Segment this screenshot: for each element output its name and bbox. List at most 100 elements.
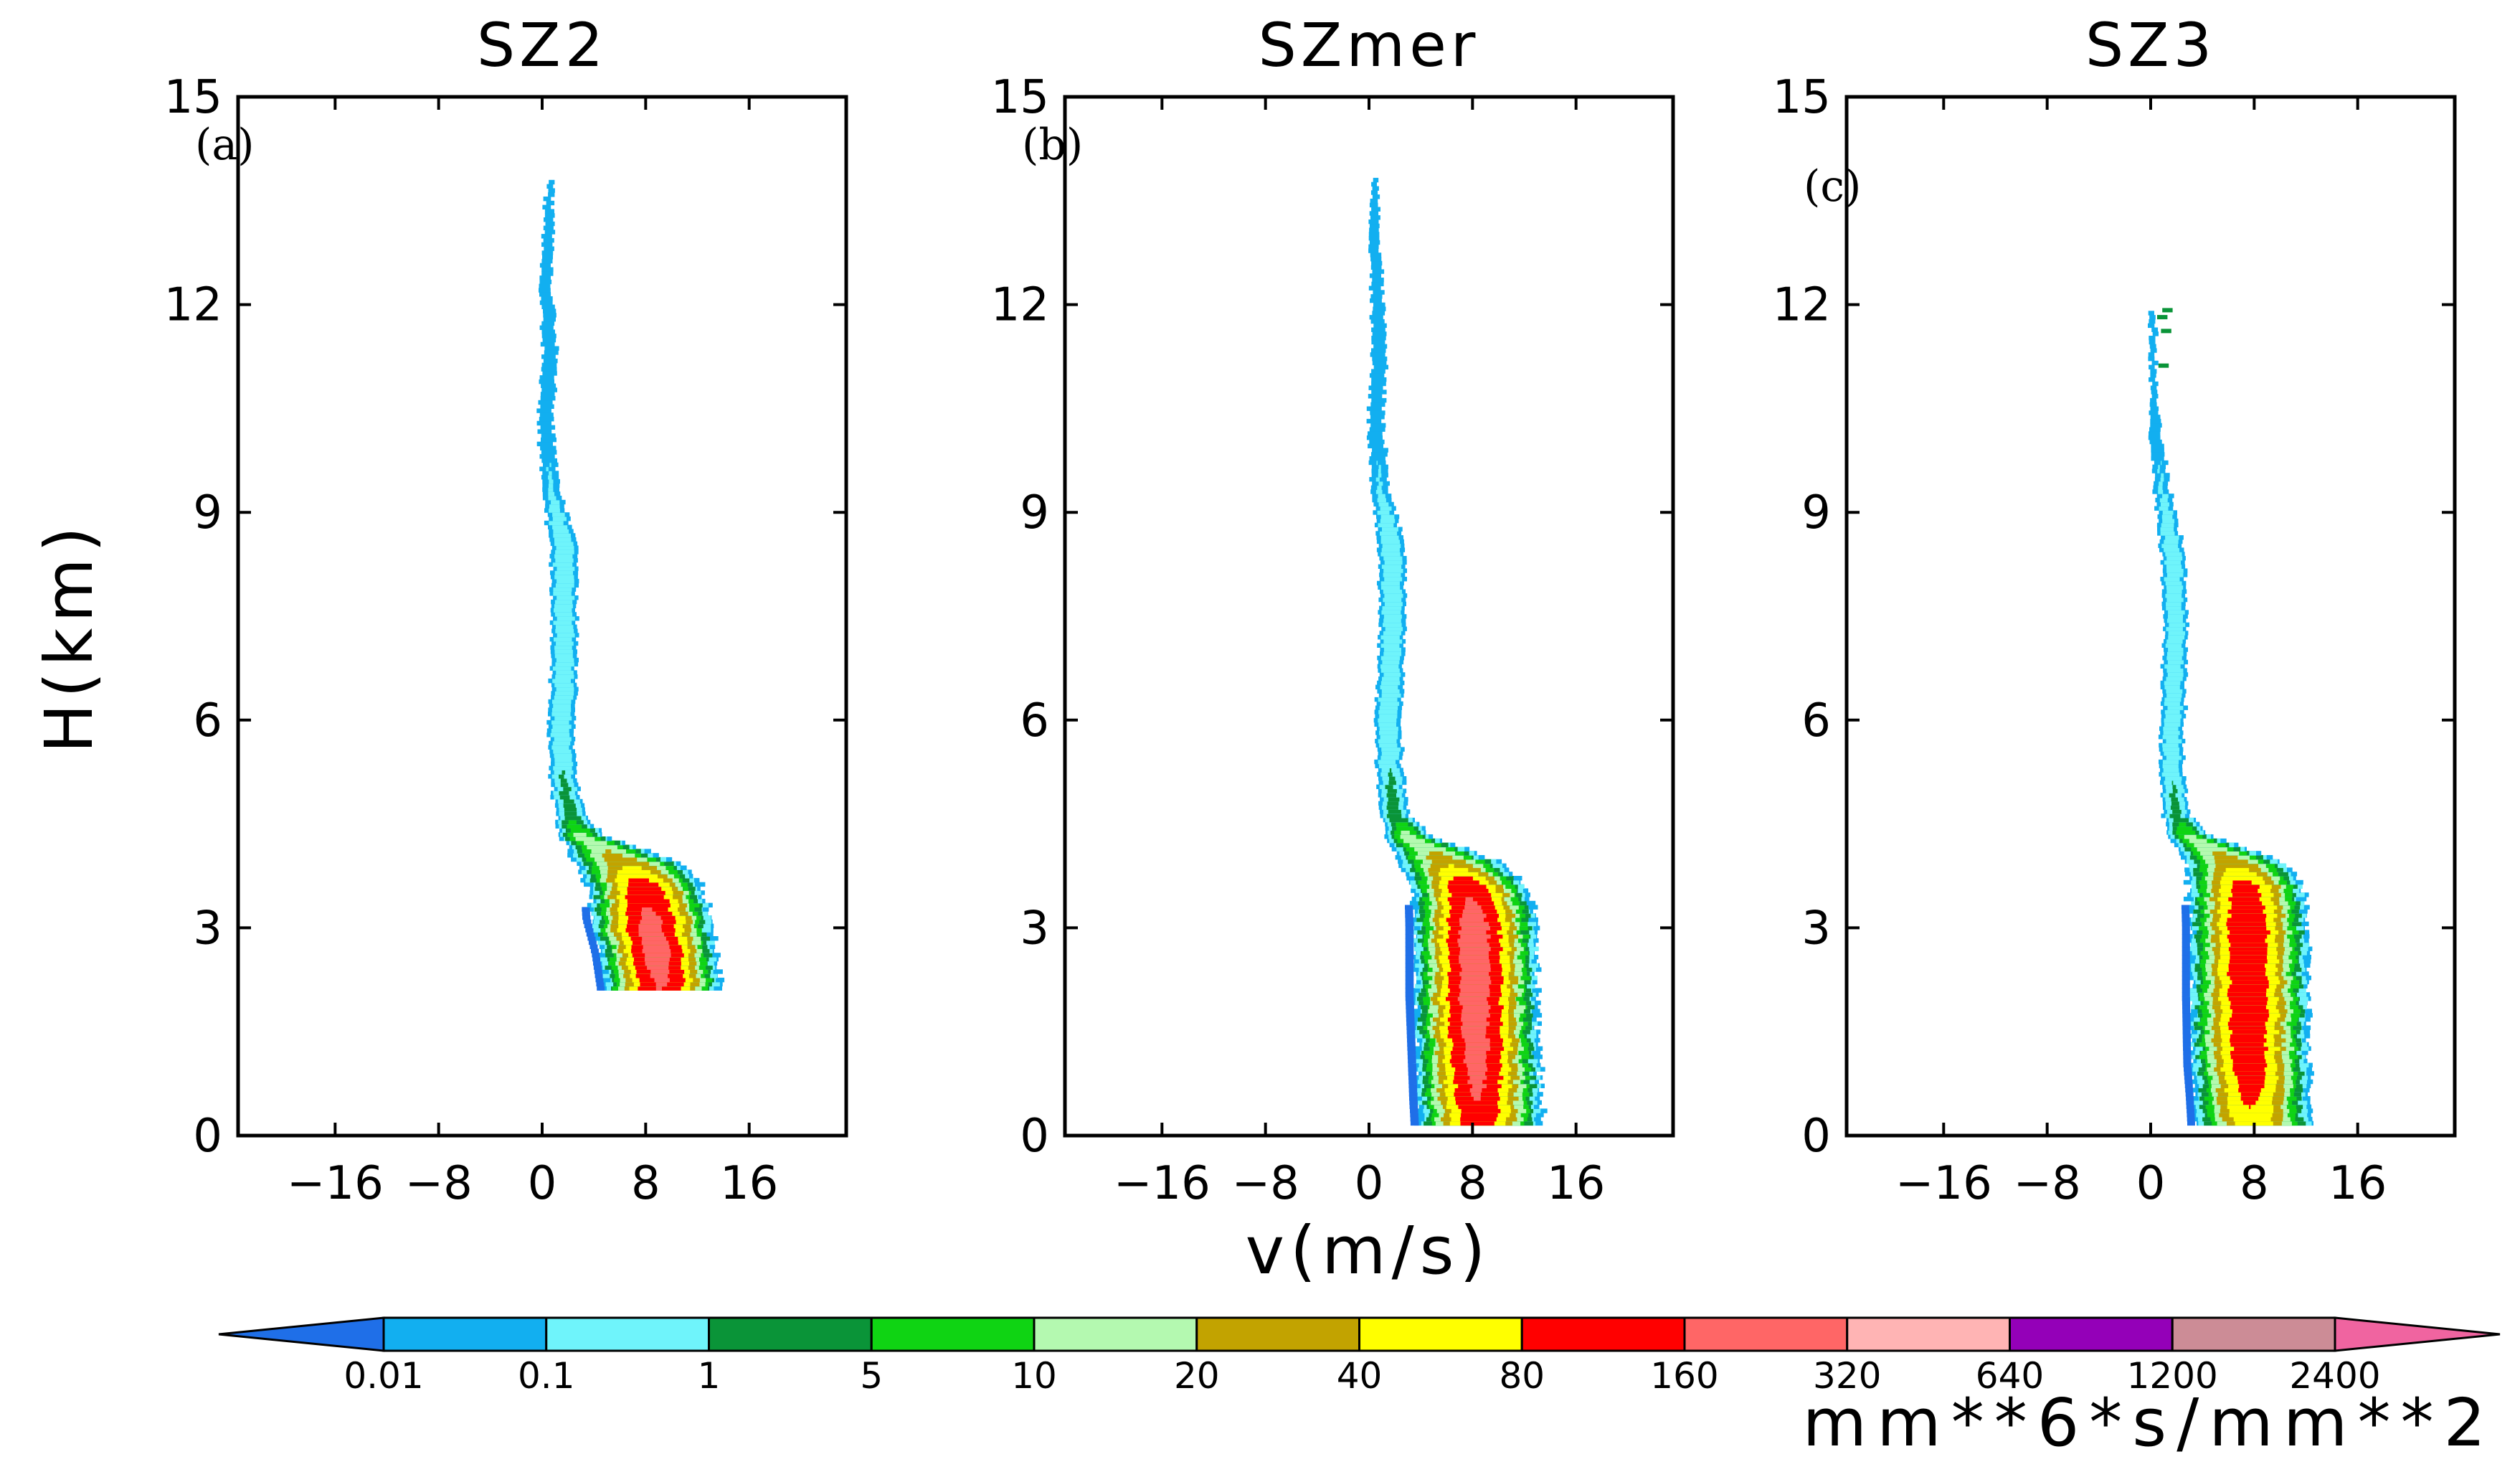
- spectrum-edge: [1406, 1025, 1415, 1030]
- spectrum-strip: [2230, 1016, 2268, 1022]
- spectrum-strip: [1381, 610, 1401, 615]
- spectrum-strip: [2169, 622, 2186, 628]
- spectrum-edge: [1408, 1062, 1416, 1067]
- spectrum-strip: [2151, 443, 2164, 448]
- spectrum-strip: [2162, 742, 2179, 748]
- spectrum-strip: [641, 940, 669, 945]
- panel-1: −16 −8 0 8 16 0 3 6 9 12 15 SZ2 (a): [164, 10, 848, 1210]
- spectrum-strip: [2171, 801, 2179, 806]
- spectrum-strip: [541, 304, 555, 309]
- spectrum-strip: [2169, 813, 2181, 818]
- spectrum-strip: [1467, 1071, 1486, 1076]
- spectrum-strip: [1383, 631, 1401, 636]
- spectrum-strip: [1465, 1042, 1490, 1047]
- spectrum-strip: [643, 944, 670, 949]
- spectrum-strip: [655, 986, 662, 991]
- spectrum-edge: [2182, 938, 2190, 943]
- spectrum-strip: [1368, 232, 1380, 237]
- x-tick-label: −16: [1114, 1157, 1211, 1210]
- spectrum-strip: [1380, 735, 1398, 740]
- spectrum-strip: [638, 932, 665, 937]
- spectrum-strip: [1384, 593, 1403, 598]
- plot-area: [1065, 97, 1673, 1136]
- spectrum-strip: [1380, 580, 1400, 586]
- x-tick-label: −16: [1895, 1157, 1992, 1210]
- spectrum-strip: [2149, 336, 2156, 341]
- plot-area: [1847, 97, 2455, 1136]
- spectrum-edge: [2185, 1088, 2194, 1093]
- spectrum-strip: [2166, 556, 2183, 561]
- spectrum-strip: [1389, 817, 1408, 823]
- spectrum-strip: [1464, 1050, 1487, 1055]
- spectrum-strip: [554, 637, 572, 642]
- spectrum-strip: [539, 283, 551, 288]
- spectrum-edge: [596, 981, 605, 987]
- spectrum-strip: [573, 832, 587, 837]
- spectrum-strip: [2212, 851, 2227, 856]
- spectrum-strip: [2227, 925, 2267, 930]
- spectrum-strip: [1383, 618, 1401, 623]
- spectrum-strip: [2238, 1088, 2261, 1093]
- y-tick-label: 9: [1801, 486, 1831, 539]
- spectrum-strip: [1461, 1108, 1501, 1113]
- spectrum-strip: [1376, 460, 1378, 466]
- spectrum-strip: [554, 603, 573, 608]
- spectrum-strip: [1383, 572, 1401, 577]
- spectrum-strip: [1460, 946, 1491, 951]
- spectrum-strip: [1462, 967, 1491, 972]
- y-tick-label: 3: [1020, 902, 1049, 955]
- spectrum-strip: [1400, 834, 1416, 839]
- spectrum-strip: [2164, 680, 2181, 686]
- spectrum-strip: [1378, 722, 1396, 727]
- spectrum-strip: [2228, 967, 2266, 972]
- spectrum-edge: [2182, 1004, 2191, 1009]
- spectrum-strip: [2152, 331, 2159, 336]
- spectrum-strip: [1462, 1009, 1489, 1014]
- spectrum-strip: [2166, 626, 2183, 631]
- spectrum-strip: [1383, 647, 1401, 652]
- spectrum-strip: [2163, 726, 2179, 731]
- spectrum-strip: [644, 956, 670, 962]
- spectrum-strip: [2163, 730, 2180, 735]
- spectrum-strip: [642, 907, 653, 912]
- spectrum-strip: [1384, 577, 1403, 582]
- spectrum-strip: [2184, 834, 2197, 839]
- spectrum-strip: [541, 433, 556, 438]
- spectrum-edge: [2182, 950, 2190, 956]
- spectrum-strip: [602, 853, 622, 858]
- spectrum-strip: [1378, 468, 1381, 473]
- spectrum-edge: [2185, 1092, 2194, 1097]
- spectrum-strip: [1472, 1083, 1487, 1088]
- spectrum-strip: [2230, 942, 2268, 948]
- spectrum-strip: [2164, 664, 2181, 669]
- spectrum-strip: [1461, 1113, 1498, 1118]
- spectrum-strip: [554, 695, 574, 700]
- spectrum-strip: [539, 325, 554, 330]
- spectrum-strip: [2230, 976, 2268, 981]
- spectrum-strip: [553, 587, 572, 592]
- spectrum-strip: [1464, 905, 1482, 910]
- spectrum-strip: [549, 179, 555, 185]
- spectrum-strip: [2148, 311, 2154, 316]
- spectrum-strip: [1382, 527, 1398, 532]
- spectrum-strip: [544, 217, 554, 222]
- spectrum-strip: [548, 475, 552, 480]
- spectrum-strip: [1457, 938, 1487, 943]
- spectrum-strip: [549, 508, 560, 513]
- spectrum-strip: [2162, 763, 2179, 768]
- spectrum-strip: [2232, 1067, 2265, 1072]
- spectrum-strip: [1459, 1000, 1489, 1006]
- spectrum-strip: [2164, 751, 2179, 756]
- spectrum-strip: [628, 877, 649, 883]
- spectrum-strip: [2223, 872, 2257, 877]
- spectrum-strip: [549, 520, 564, 526]
- panel-3: −16 −8 0 8 16 0 3 6 9 12 15 SZ3 (c): [1773, 10, 2457, 1210]
- spectrum-strip: [2168, 614, 2183, 619]
- spectrum-edge: [2182, 909, 2190, 914]
- spectrum-strip: [1457, 996, 1487, 1001]
- panel-label: (c): [1804, 161, 1861, 212]
- spectrum-strip: [1381, 693, 1401, 698]
- spectrum-strip: [2197, 846, 2227, 851]
- spectrum-edge: [2182, 1037, 2191, 1043]
